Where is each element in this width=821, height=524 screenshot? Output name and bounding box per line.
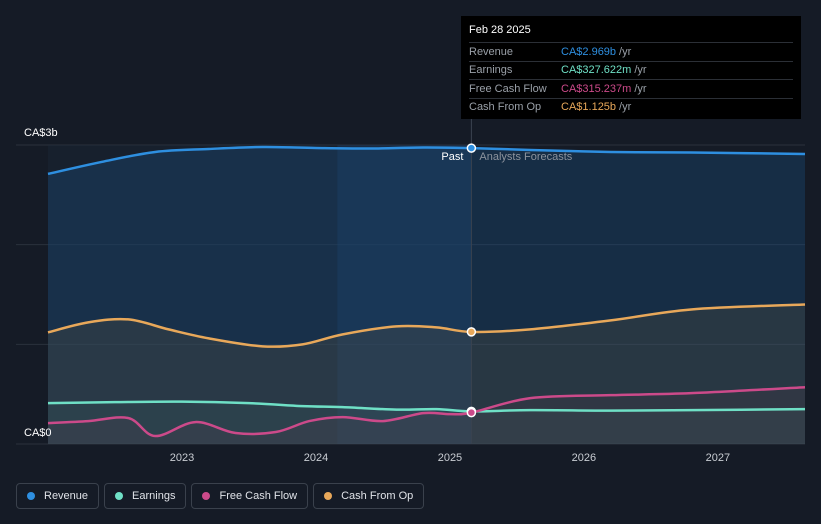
free-cash-flow-line xyxy=(47,385,806,438)
cash-from-op-area xyxy=(48,304,805,444)
tooltip-value: CA$327.622m xyxy=(561,64,632,77)
legend-label: Revenue xyxy=(44,490,89,502)
legend-label: Free Cash Flow xyxy=(219,490,298,502)
tooltip-label: Revenue xyxy=(469,45,514,58)
cash-from-op-marker xyxy=(466,327,477,337)
tooltip-unit: /yr xyxy=(634,64,647,77)
forecast-label: Analysts Forecasts xyxy=(479,151,572,163)
legend-item-revenue[interactable]: Revenue xyxy=(16,483,100,509)
series-lines xyxy=(47,145,806,438)
legend-item-earnings[interactable]: Earnings xyxy=(104,483,187,509)
current-point-markers xyxy=(466,143,477,418)
tooltip-label: Earnings xyxy=(469,64,513,77)
revenue-dot-icon xyxy=(27,492,35,500)
legend-label: Cash From Op xyxy=(341,490,414,502)
past-region-shade xyxy=(48,145,472,444)
tooltip-label: Cash From Op xyxy=(469,101,542,114)
x-tick-label: 2027 xyxy=(706,452,730,464)
earnings-dot-icon xyxy=(115,492,124,500)
free-cash-flow-dot-icon xyxy=(202,492,211,500)
x-axis-ticks: 2023 2024 2025 2026 2027 xyxy=(170,452,730,464)
tooltip-unit: /yr xyxy=(634,82,647,95)
legend-item-cash-from-op[interactable]: Cash From Op xyxy=(313,483,425,509)
cash-from-op-dot-icon xyxy=(324,492,333,500)
past-label: Past xyxy=(441,151,463,163)
tooltip-value: CA$315.237m xyxy=(561,82,632,95)
tooltip-row-revenue: Revenue CA$2.969b /yr xyxy=(469,42,793,61)
tooltip: Feb 28 2025 Revenue CA$2.969b /yr Earnin… xyxy=(461,16,801,119)
legend-item-free-cash-flow[interactable]: Free Cash Flow xyxy=(191,483,309,509)
x-tick-label: 2023 xyxy=(170,452,194,464)
tooltip-label: Free Cash Flow xyxy=(469,82,547,95)
grid-lines xyxy=(16,144,805,445)
tooltip-row-earnings: Earnings CA$327.622m /yr xyxy=(469,60,793,80)
revenue-marker xyxy=(466,143,477,153)
legend: Revenue Earnings Free Cash Flow Cash Fro… xyxy=(16,483,425,509)
series-areas xyxy=(48,146,805,445)
tooltip-date: Feb 28 2025 xyxy=(469,24,531,36)
cash-from-op-line xyxy=(47,303,806,348)
tooltip-unit: /yr xyxy=(619,101,632,114)
x-tick-label: 2024 xyxy=(304,452,328,464)
y-axis-label-top: CA$3b xyxy=(24,127,58,139)
highlight-region-shade xyxy=(337,145,472,444)
x-tick-label: 2025 xyxy=(438,452,462,464)
tooltip-unit: /yr xyxy=(619,45,632,58)
x-tick-label: 2026 xyxy=(572,452,596,464)
earnings-line xyxy=(47,400,806,413)
revenue-line xyxy=(47,145,806,176)
tooltip-value: CA$1.125b xyxy=(561,101,617,114)
revenue-area xyxy=(48,146,805,445)
tooltip-row-cash-from-op: Cash From Op CA$1.125b /yr xyxy=(469,97,793,117)
free-cash-flow-area xyxy=(48,387,805,444)
free-cash-flow-marker xyxy=(466,407,477,418)
y-axis-label-bottom: CA$0 xyxy=(24,427,52,439)
tooltip-row-free-cash-flow: Free Cash Flow CA$315.237m /yr xyxy=(469,79,793,98)
tooltip-value: CA$2.969b xyxy=(561,45,617,58)
legend-label: Earnings xyxy=(132,490,176,502)
